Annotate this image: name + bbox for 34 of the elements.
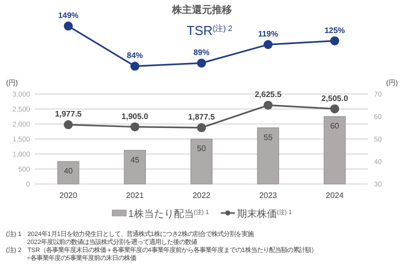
data-label: 50 bbox=[197, 144, 206, 153]
data-label: 119% bbox=[258, 30, 278, 39]
legend-label: 1株当たり配当$^{(注) 1}$ bbox=[128, 208, 210, 220]
data-label: 2,505.0 bbox=[321, 94, 349, 103]
data-label: 55 bbox=[264, 132, 274, 142]
data-label: 2,625.5 bbox=[254, 90, 282, 100]
point bbox=[130, 122, 140, 132]
point bbox=[330, 104, 340, 114]
data-label: 60 bbox=[330, 122, 340, 130]
data-label: 45 bbox=[130, 155, 140, 164]
data-label: 149% bbox=[58, 11, 79, 20]
data-label: 1,877.5 bbox=[188, 112, 216, 122]
data-label: 125% bbox=[324, 26, 345, 35]
data-label: 84% bbox=[126, 51, 143, 60]
point bbox=[197, 58, 206, 68]
x-tick-label: 2022 bbox=[192, 191, 211, 200]
x-tick-label: 2024 bbox=[326, 191, 344, 200]
point bbox=[64, 120, 73, 130]
data-label: 1,977.5 bbox=[54, 110, 82, 119]
point bbox=[264, 40, 273, 50]
x-tick-label: 2021 bbox=[126, 191, 144, 200]
x-tick-label: 2023 bbox=[259, 191, 278, 200]
point bbox=[130, 62, 140, 71]
point bbox=[197, 123, 206, 132]
data-label: 40 bbox=[64, 166, 74, 176]
x-tick-label: 2020 bbox=[59, 191, 78, 200]
data-label: 89% bbox=[193, 48, 210, 58]
series-label: TSR$^{(注) 2}$ bbox=[186, 23, 232, 38]
point bbox=[330, 36, 340, 46]
chart-title: 株主還元推移 bbox=[171, 4, 232, 16]
data-label: 1,905.0 bbox=[122, 112, 149, 121]
legend-label: 期末株価$^{(注) 1}$ bbox=[236, 208, 292, 220]
point bbox=[264, 100, 273, 110]
point bbox=[64, 22, 73, 31]
